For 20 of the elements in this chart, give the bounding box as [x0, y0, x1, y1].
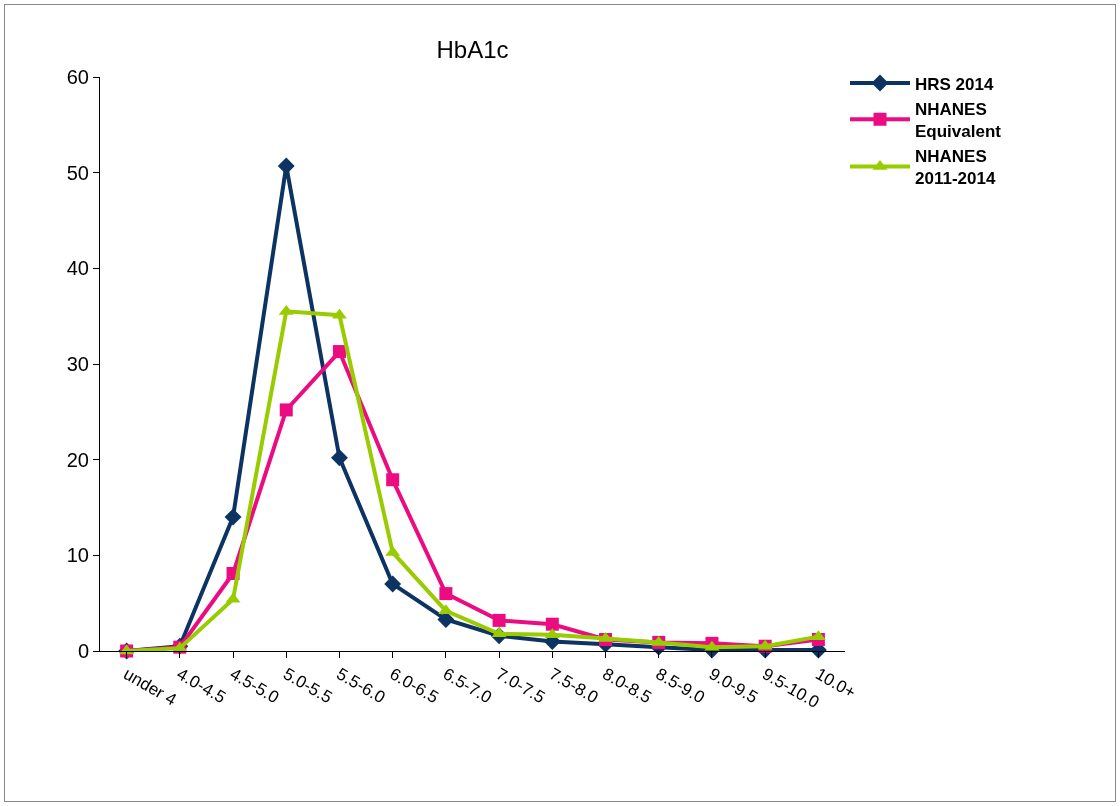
y-tick-label: 50	[66, 161, 89, 184]
point	[332, 345, 346, 359]
legend-label: HRS 2014	[915, 74, 994, 94]
y-tick-label: 30	[66, 353, 89, 375]
chart-title: HbA1c	[436, 35, 509, 63]
y-tick-label: 60	[66, 66, 89, 88]
point	[386, 473, 400, 487]
y-tick-label: 10	[66, 544, 89, 567]
legend-label: NHANES 2011-2014	[915, 147, 996, 189]
point	[331, 449, 348, 467]
point	[439, 587, 453, 601]
y-tick-label: 20	[66, 448, 89, 471]
point	[224, 508, 242, 526]
point	[384, 575, 402, 593]
y-tick-label: 40	[66, 257, 89, 280]
legend-label: NHANES Equivalent	[915, 99, 1002, 141]
point	[492, 613, 506, 627]
y-tick-label: 0	[77, 640, 89, 662]
point	[279, 403, 293, 417]
point	[545, 617, 559, 631]
